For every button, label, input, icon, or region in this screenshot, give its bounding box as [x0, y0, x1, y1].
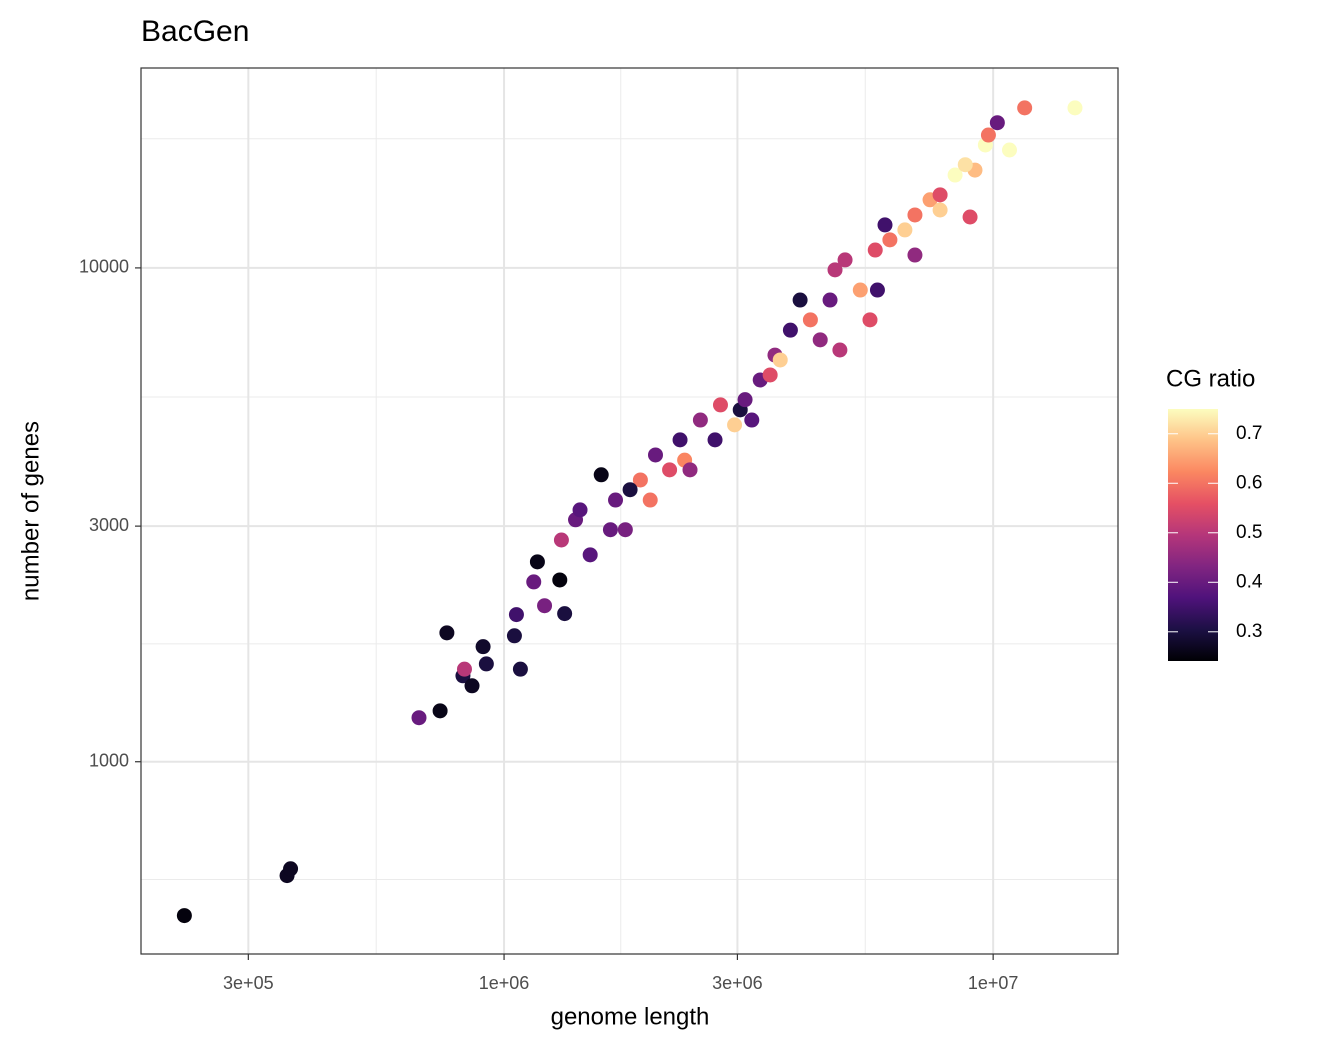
point: [822, 292, 838, 308]
point: [947, 167, 963, 183]
point: [907, 247, 923, 263]
colorbar-label: 0.5: [1236, 522, 1262, 543]
point: [464, 678, 480, 694]
x-tick-label: 3e+06: [712, 973, 763, 993]
point: [932, 202, 948, 218]
point: [622, 482, 638, 498]
point: [692, 412, 708, 428]
point: [529, 554, 545, 570]
point: [439, 625, 455, 641]
point: [827, 262, 843, 278]
point: [411, 710, 427, 726]
point: [572, 502, 588, 518]
point: [1067, 100, 1083, 116]
point: [456, 661, 472, 677]
point: [907, 207, 923, 223]
grid: [141, 68, 1118, 954]
point: [837, 252, 853, 268]
point: [980, 127, 996, 143]
x-tick-label: 3e+05: [223, 973, 274, 993]
point: [867, 242, 883, 258]
point: [727, 417, 743, 433]
colorbar: [1168, 409, 1218, 661]
point: [506, 628, 522, 644]
point: [557, 606, 573, 622]
point: [812, 332, 828, 348]
point: [512, 661, 528, 677]
point: [962, 209, 978, 225]
point: [582, 547, 598, 563]
point: [602, 522, 618, 538]
point: [682, 462, 698, 478]
point: [862, 312, 878, 328]
point: [662, 462, 678, 478]
point: [617, 522, 633, 538]
point: [712, 397, 728, 413]
point: [852, 282, 868, 298]
point: [737, 392, 753, 408]
point: [478, 656, 494, 672]
point: [782, 322, 798, 338]
point: [647, 447, 663, 463]
point: [632, 472, 648, 488]
point: [475, 639, 491, 655]
point: [283, 861, 299, 877]
point: [176, 908, 192, 924]
point: [707, 432, 723, 448]
point: [882, 232, 898, 248]
point: [832, 342, 848, 358]
x-tick-label: 1e+06: [479, 973, 530, 993]
point: [744, 412, 760, 428]
colorbar-label: 0.4: [1236, 571, 1263, 592]
point: [552, 572, 568, 588]
point: [508, 607, 524, 623]
x-axis-label: genome length: [551, 1003, 710, 1030]
points: [176, 100, 1083, 924]
y-tick-label: 1000: [89, 750, 129, 770]
colorbar-label: 0.6: [1236, 472, 1262, 493]
colorbar-label: 0.7: [1236, 423, 1262, 444]
point: [642, 492, 658, 508]
point: [869, 282, 885, 298]
point: [957, 157, 973, 173]
y-tick-label: 3000: [89, 515, 129, 535]
point: [989, 115, 1005, 131]
x-tick-label: 1e+07: [968, 973, 1019, 993]
colorbar-label: 0.3: [1236, 621, 1262, 642]
point: [877, 217, 893, 233]
point: [432, 703, 448, 719]
point: [792, 292, 808, 308]
point: [672, 432, 688, 448]
panel-border: [140, 67, 1119, 955]
chart-title: BacGen: [141, 15, 249, 48]
point: [537, 598, 553, 614]
point: [1017, 100, 1033, 116]
point: [1001, 142, 1017, 158]
point: [593, 467, 609, 483]
point: [897, 222, 913, 238]
y-axis-label: number of genes: [17, 421, 44, 601]
point: [526, 574, 542, 590]
point: [772, 352, 788, 368]
legend-title: CG ratio: [1166, 365, 1255, 392]
point: [802, 312, 818, 328]
y-tick-label: 10000: [79, 257, 129, 277]
point: [932, 187, 948, 203]
point: [762, 367, 778, 383]
point: [608, 492, 624, 508]
point: [553, 532, 569, 548]
